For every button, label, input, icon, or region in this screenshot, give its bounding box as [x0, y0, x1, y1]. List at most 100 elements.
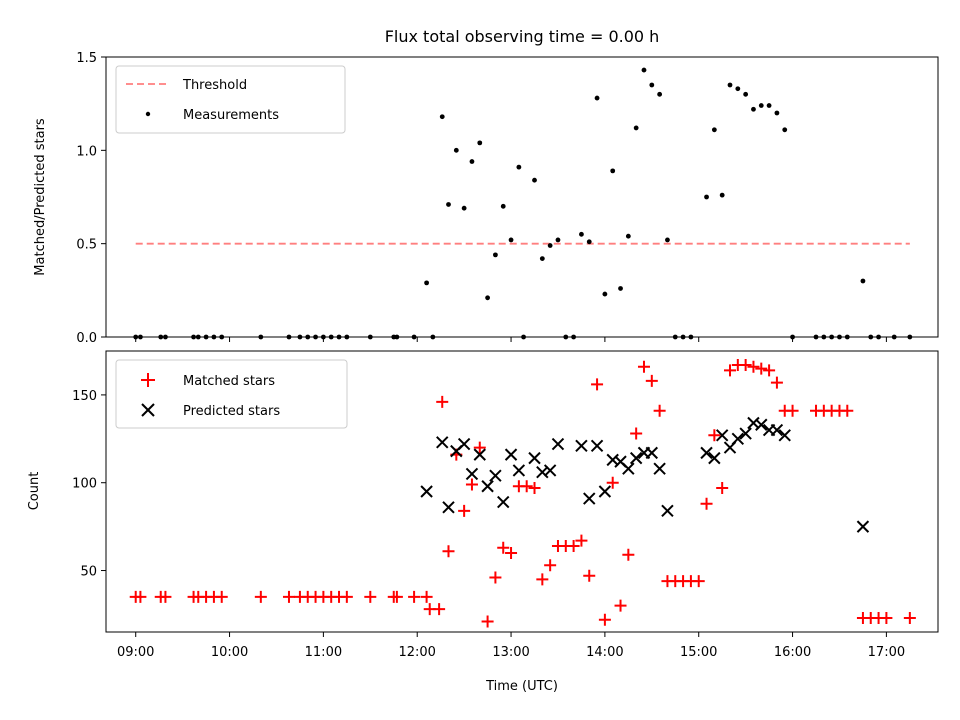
matched-star-point — [497, 541, 510, 554]
matched-star-point — [481, 615, 494, 628]
x-tick-label: 10:00 — [211, 645, 248, 660]
measurement-point — [469, 159, 475, 164]
matched-star-point — [458, 504, 471, 517]
measurement-point — [774, 110, 780, 116]
predicted-star-point — [442, 501, 455, 514]
matched-star-point — [465, 478, 478, 491]
legend-measurements-label: Measurements — [183, 108, 279, 123]
matched-star-point — [489, 571, 502, 584]
bottom-y-axis-label: Count — [27, 472, 42, 511]
predicted-star-point — [504, 448, 518, 461]
matched-star-point — [528, 481, 541, 494]
measurement-point — [508, 237, 514, 243]
measurement-point — [602, 291, 608, 297]
predicted-star-point — [770, 423, 784, 437]
predicted-star-point — [629, 451, 643, 465]
chart-title: Flux total observing time = 0.00 h — [385, 27, 660, 46]
predicted-star-point — [420, 485, 433, 498]
bottom-y-tick-label: 150 — [72, 389, 97, 404]
measurement-point — [477, 140, 483, 146]
top-legend: Threshold Measurements — [115, 65, 346, 134]
measurement-point — [649, 82, 655, 88]
bottom-axis: 50 100 150 09:00 10:00 11:00 12:00 13:00 14:00 15… — [72, 389, 905, 660]
predicted-star-point — [622, 462, 635, 475]
measurement-point — [782, 127, 788, 133]
predicted-star-point — [436, 436, 449, 449]
predicted-star-point — [497, 495, 510, 509]
legend-predicted-label: Predicted stars — [183, 404, 280, 419]
x-tick-label: 13:00 — [492, 645, 529, 660]
matched-star-point — [567, 539, 580, 552]
matched-star-point — [442, 545, 455, 558]
matched-star-point — [254, 590, 267, 603]
predicted-star-point — [755, 418, 768, 431]
predicted-star-point — [590, 439, 604, 453]
measurement-point — [555, 237, 561, 243]
top-y-tick-label: 0.0 — [76, 331, 97, 346]
measurement-point — [711, 127, 717, 133]
top-chart-marks — [133, 67, 913, 340]
measurement-point — [516, 164, 522, 170]
matched-star-point — [786, 404, 799, 417]
top-y-tick-label: 1.0 — [76, 144, 97, 159]
measurement-point — [618, 286, 623, 291]
matched-star-point — [692, 575, 705, 588]
matched-star-point — [645, 374, 658, 387]
measurement-point — [547, 243, 553, 248]
bottom-legend-box — [115, 359, 348, 429]
measurement-point — [439, 114, 445, 120]
x-tick-label: 17:00 — [868, 645, 905, 660]
predicted-star-point — [551, 437, 565, 451]
predicted-star-point — [489, 469, 502, 482]
measurement-point — [453, 147, 459, 153]
matched-star-point — [880, 611, 893, 624]
x-tick-label: 15:00 — [680, 645, 717, 660]
predicted-star-point — [512, 464, 526, 477]
measurement-point — [860, 278, 866, 284]
matched-star-point — [747, 360, 760, 373]
legend-predicted-swatch — [141, 403, 155, 417]
matched-star-point — [408, 590, 421, 603]
predicted-star-point — [528, 451, 541, 465]
predicted-star-point — [653, 462, 666, 475]
predicted-star-point — [473, 448, 486, 461]
measurement-point — [735, 86, 741, 92]
measurement-point — [625, 233, 631, 239]
matched-star-point — [282, 590, 295, 603]
matched-star-point — [708, 429, 721, 442]
bottom-plot-frame — [105, 350, 939, 633]
measurement-point — [485, 295, 490, 301]
predicted-star-point — [661, 504, 674, 518]
matched-star-point — [598, 613, 611, 626]
matched-star-point — [364, 590, 377, 603]
measurement-point — [719, 192, 725, 198]
measurement-point — [610, 168, 616, 174]
measurement-point — [758, 103, 764, 108]
matched-star-point — [763, 364, 776, 377]
measurement-point — [586, 239, 592, 245]
x-tick-label: 11:00 — [305, 645, 342, 660]
predicted-star-point — [645, 446, 659, 460]
matched-star-point — [770, 376, 783, 389]
matched-star-point — [716, 481, 729, 494]
predicted-star-point — [598, 485, 612, 498]
x-tick-label: 16:00 — [774, 645, 811, 660]
matched-star-point — [724, 364, 736, 377]
matched-star-point — [622, 548, 635, 561]
matched-star-point — [473, 441, 486, 454]
legend-matched-swatch — [141, 373, 155, 387]
matched-star-point — [606, 476, 619, 489]
measurement-point — [500, 203, 506, 209]
matched-star-point — [630, 427, 643, 440]
top-legend-box — [115, 65, 346, 134]
matched-star-point — [903, 611, 916, 624]
matched-star-point — [420, 590, 433, 603]
measurement-point — [727, 82, 733, 88]
predicted-star-point — [700, 446, 713, 460]
measurement-point — [532, 177, 537, 183]
predicted-star-point — [575, 439, 588, 453]
measurement-point — [424, 280, 430, 286]
predicted-star-point — [481, 480, 494, 493]
predicted-star-point — [856, 520, 870, 533]
